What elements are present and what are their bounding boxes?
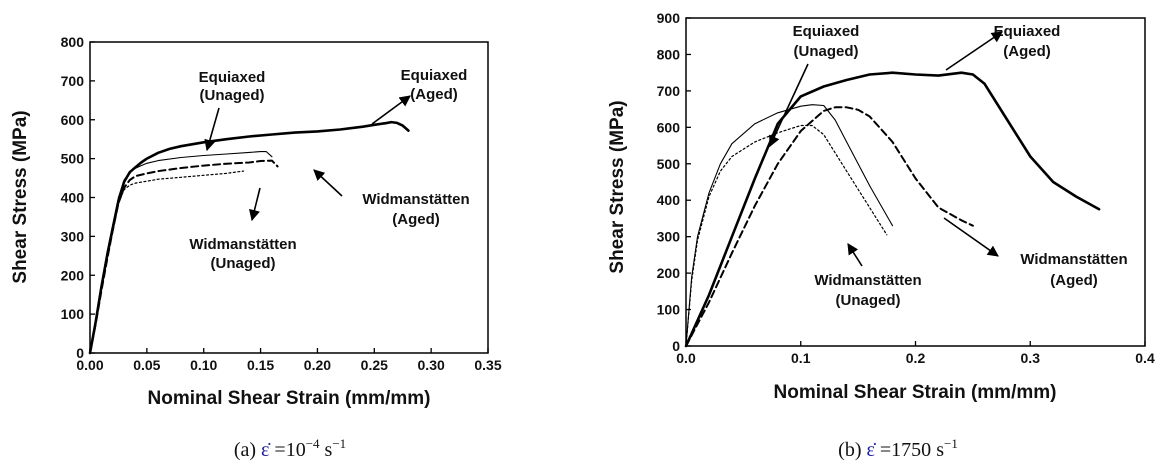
caption-prefix: (b) [838, 439, 866, 461]
annotation-text: (Unaged) [200, 87, 265, 104]
series-line-wid_unaged [89, 170, 245, 354]
x-axis-label-b: Nominal Shear Strain (mm/mm) [774, 382, 1057, 403]
annotation-arrow [943, 217, 999, 257]
y-axis-label-b: Shear Stress (MPa) [607, 100, 628, 273]
series-a [88, 120, 410, 355]
x-ticks-a: 0.00 0.05 0.10 0.15 0.20 0.25 0.30 0.35 [76, 348, 502, 373]
x-tick-label: 0.4 [1135, 350, 1155, 366]
y-tick-label: 400 [61, 190, 85, 206]
annotation-text: Equiaxed [199, 69, 266, 86]
series-line-wid_unaged [685, 124, 888, 347]
annotation-equiaxed-aged-a: Equiaxed (Aged) [371, 67, 468, 125]
caption-exponent: −4 [306, 436, 320, 451]
annotation-text: Equiaxed [793, 23, 860, 40]
annotation-text: (Unaged) [794, 43, 859, 60]
annotation-widmanstatten-aged-a: Widmanstätten (Aged) [313, 169, 470, 228]
x-tick-label: 0.2 [906, 350, 926, 366]
series-line-eq_unaged [89, 151, 273, 354]
x-tick-label: 0.1 [791, 350, 811, 366]
y-tick-label: 500 [657, 156, 681, 172]
chart-a: 0.00 0.05 0.10 0.15 0.20 0.25 0.30 0.35 0 100 200… [10, 34, 502, 461]
series-b [684, 71, 1101, 348]
caption-unit-exponent: −1 [944, 436, 958, 451]
y-tick-label: 600 [657, 119, 681, 135]
annotation-text: (Unaged) [836, 292, 901, 309]
x-axis-label-a: Nominal Shear Strain (mm/mm) [148, 388, 431, 409]
y-tick-label: 100 [657, 302, 681, 318]
annotation-arrow [945, 31, 1003, 71]
x-tick-label: 0.20 [304, 357, 331, 373]
series-line-eq_aged [684, 71, 1101, 348]
annotation-arrow [847, 243, 863, 267]
y-axis-label-a: Shear Stress (MPa) [10, 110, 31, 283]
y-tick-label: 300 [657, 229, 681, 245]
y-tick-label: 900 [657, 10, 681, 26]
y-tick-label: 800 [657, 46, 681, 62]
annotation-text: (Aged) [392, 211, 440, 228]
caption-a: (a) ε̇ =10−4 s−1 [234, 436, 346, 461]
annotation-equiaxed-aged-b: Equiaxed (Aged) [945, 23, 1061, 71]
strain-rate-symbol: ε̇ [867, 439, 877, 461]
annotation-arrow [313, 169, 343, 197]
x-tick-label: 0.25 [361, 357, 388, 373]
x-tick-label: 0.15 [247, 357, 274, 373]
annotation-widmanstatten-unaged-a: Widmanstätten (Unaged) [189, 187, 297, 272]
strain-rate-symbol: ε̇ [261, 439, 271, 461]
x-tick-label: 0.35 [474, 357, 501, 373]
caption-b: (b) ε̇ =1750 s−1 [838, 436, 958, 461]
series-line-wid_aged [685, 106, 974, 347]
caption-unit: s [931, 439, 944, 461]
series-line-eq_unaged [685, 104, 894, 347]
annotation-text: (Unaged) [211, 255, 276, 272]
chart-b: 0.0 0.1 0.2 0.3 0.4 0 100 200 300 400 500 600 700 80… [607, 10, 1155, 461]
x-tick-label: 0.10 [190, 357, 217, 373]
x-tick-label: 0.30 [418, 357, 445, 373]
annotation-text: Equiaxed [401, 67, 468, 84]
y-tick-label: 0 [672, 338, 680, 354]
y-ticks-b: 0 100 200 300 400 500 600 700 800 900 [657, 10, 691, 354]
annotation-text: (Aged) [1050, 272, 1098, 289]
caption-unit-exponent: −1 [332, 436, 346, 451]
y-tick-label: 100 [61, 306, 85, 322]
y-tick-label: 400 [657, 192, 681, 208]
y-tick-label: 700 [657, 83, 681, 99]
y-tick-label: 300 [61, 228, 85, 244]
y-tick-label: 600 [61, 112, 85, 128]
annotation-text: (Aged) [1003, 43, 1051, 60]
x-tick-label: 0.0 [676, 350, 696, 366]
y-tick-label: 700 [61, 73, 85, 89]
x-tick-label: 0.05 [133, 357, 160, 373]
annotation-text: Widmanstätten [814, 272, 921, 289]
y-tick-label: 800 [61, 34, 85, 50]
caption-value: =1750 [875, 439, 931, 461]
annotation-arrow [769, 63, 809, 148]
annotation-text: Widmanstätten [189, 236, 296, 253]
caption-value: =10 [269, 439, 305, 461]
caption-prefix: (a) [234, 439, 261, 461]
annotation-equiaxed-unaged-b: Equiaxed (Unaged) [769, 23, 860, 148]
annotation-arrow [204, 107, 220, 152]
annotation-text: (Aged) [410, 86, 458, 103]
y-tick-label: 200 [657, 265, 681, 281]
annotation-text: Widmanstätten [362, 191, 469, 208]
x-tick-label: 0.00 [76, 357, 103, 373]
y-tick-label: 0 [76, 345, 84, 361]
annotation-text: Equiaxed [994, 23, 1061, 40]
annotation-arrow [371, 95, 411, 125]
y-tick-label: 500 [61, 151, 85, 167]
annotation-equiaxed-unaged-a: Equiaxed (Unaged) [199, 69, 266, 152]
annotation-arrow [249, 187, 261, 222]
annotation-text: Widmanstätten [1020, 251, 1127, 268]
caption-unit: s [320, 439, 333, 461]
x-ticks-b: 0.0 0.1 0.2 0.3 0.4 [676, 341, 1155, 366]
annotation-widmanstatten-aged-b: Widmanstätten (Aged) [943, 217, 1128, 289]
y-ticks-a: 0 100 200 300 400 500 600 700 800 [61, 34, 95, 361]
annotation-widmanstatten-unaged-b: Widmanstätten (Unaged) [814, 243, 922, 309]
x-tick-label: 0.3 [1021, 350, 1041, 366]
y-tick-label: 200 [61, 267, 85, 283]
